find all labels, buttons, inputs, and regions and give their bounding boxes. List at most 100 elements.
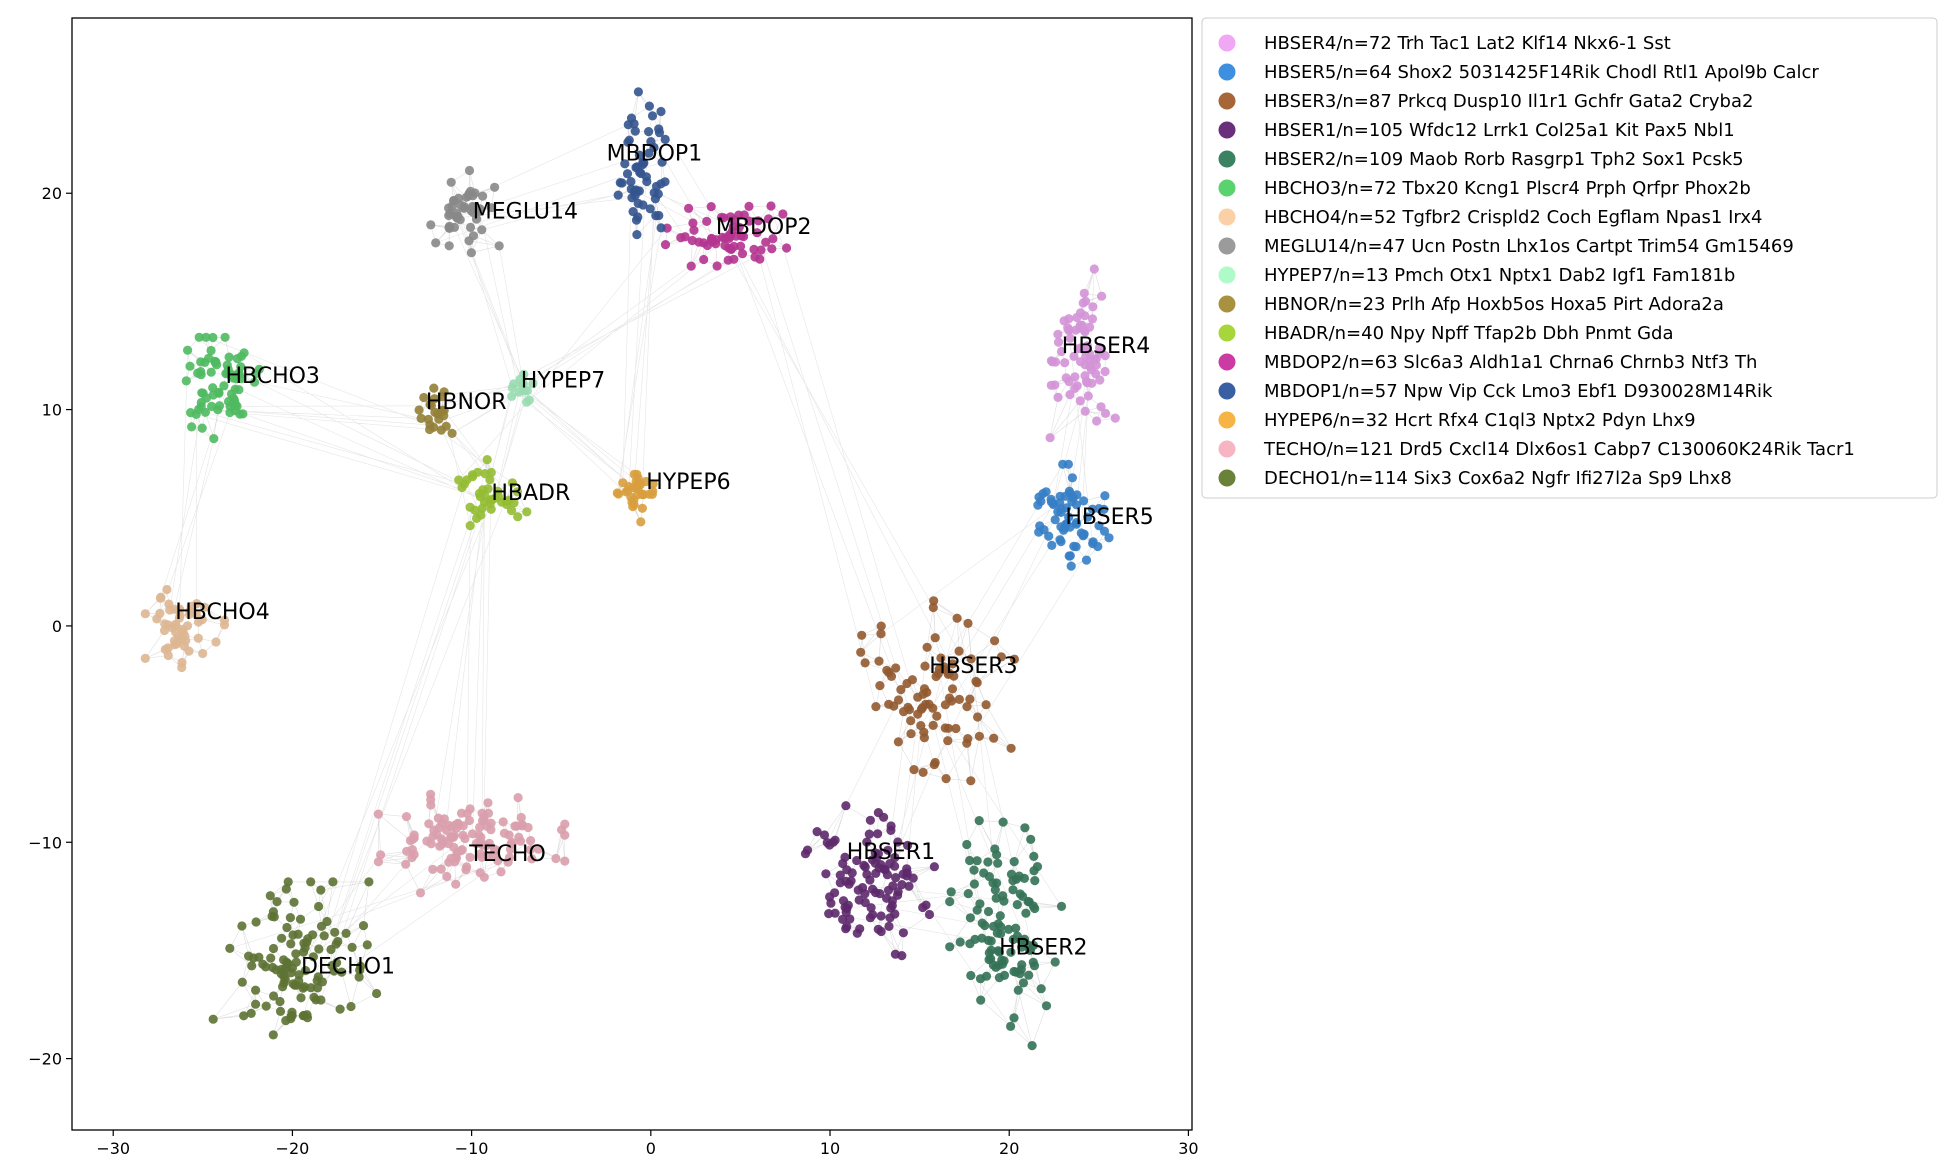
scatter-point	[1045, 433, 1055, 443]
legend-marker-mbdop1	[1218, 382, 1236, 400]
series-hbser3-points	[856, 596, 1020, 786]
scatter-point	[924, 909, 935, 920]
scatter-point	[1044, 531, 1054, 541]
scatter-point	[407, 845, 417, 855]
scatter-point	[316, 995, 326, 1005]
scatter-point	[876, 911, 886, 921]
scatter-point	[642, 176, 652, 187]
scatter-point	[1034, 492, 1044, 502]
scatter-point	[629, 469, 639, 479]
scatter-point	[649, 188, 659, 198]
scatter-point	[623, 485, 633, 496]
scatter-point	[1067, 497, 1077, 507]
scatter-point	[981, 971, 992, 981]
scatter-point	[1088, 302, 1098, 312]
scatter-point	[893, 737, 904, 747]
scatter-point	[372, 988, 382, 999]
scatter-point	[995, 911, 1005, 921]
scatter-point	[763, 214, 774, 224]
cluster-label-techo: TECHO	[468, 842, 546, 867]
scatter-point	[212, 360, 222, 370]
scatter-point	[994, 947, 1004, 957]
scatter-point	[1096, 402, 1106, 412]
scatter-point	[424, 819, 434, 829]
scatter-point	[1064, 512, 1074, 522]
scatter-point	[208, 332, 218, 343]
scatter-point	[277, 933, 287, 943]
scatter-point	[486, 467, 496, 478]
scatter-point	[952, 613, 962, 623]
scatter-point	[239, 1011, 249, 1021]
scatter-point	[875, 681, 885, 691]
scatter-point	[931, 671, 941, 682]
scatter-point	[309, 992, 319, 1003]
scatter-point	[314, 901, 324, 912]
scatter-point	[644, 101, 655, 111]
scatter-point	[249, 377, 260, 387]
series-techo-points	[373, 789, 570, 898]
scatter-point	[1081, 555, 1092, 565]
scatter-point	[920, 661, 930, 671]
scatter-points	[140, 87, 1120, 1051]
scatter-point	[876, 621, 886, 631]
scatter-point	[437, 839, 447, 849]
scatter-point	[963, 618, 973, 629]
scatter-point	[883, 885, 894, 895]
scatter-point	[1070, 372, 1080, 382]
scatter-point	[1029, 961, 1040, 971]
scatter-point	[657, 157, 667, 167]
scatter-point	[1080, 406, 1090, 416]
scatter-point	[1018, 978, 1029, 988]
scatter-point	[268, 962, 278, 973]
scatter-point	[456, 808, 467, 818]
scatter-point	[156, 592, 166, 602]
scatter-point	[516, 812, 526, 823]
scatter-point	[871, 702, 881, 712]
scatter-point	[874, 863, 884, 873]
scatter-point	[179, 641, 189, 651]
scatter-point	[977, 918, 987, 928]
scatter-point	[654, 128, 665, 138]
scatter-point	[963, 734, 973, 744]
scatter-point	[948, 659, 958, 669]
scatter-point	[268, 943, 279, 954]
x-tick-label: 20	[999, 1139, 1019, 1158]
scatter-point	[140, 653, 150, 664]
scatter-point	[648, 479, 658, 489]
scatter-point	[302, 937, 312, 948]
scatter-point	[1079, 529, 1089, 539]
scatter-point	[766, 201, 776, 211]
scatter-point	[1081, 376, 1092, 386]
scatter-point	[994, 973, 1005, 983]
scatter-point	[486, 203, 496, 213]
scatter-point	[1050, 957, 1060, 967]
scatter-point	[507, 391, 517, 401]
scatter-point	[631, 483, 642, 493]
scatter-point	[1009, 654, 1020, 664]
scatter-point	[155, 608, 165, 619]
scatter-point	[689, 225, 699, 235]
cluster-label-hbser2: HBSER2	[999, 935, 1087, 960]
scatter-point	[1011, 923, 1021, 933]
scatter-point	[358, 921, 369, 931]
scatter-point	[224, 352, 234, 362]
scatter-point	[419, 392, 429, 403]
cluster-label-meglu14: MEGLU14	[473, 200, 578, 225]
scatter-point	[802, 845, 813, 855]
scatter-point	[954, 694, 965, 705]
scatter-point	[752, 228, 762, 238]
scatter-point	[1056, 901, 1067, 912]
scatter-point	[723, 255, 733, 265]
scatter-point	[660, 134, 670, 144]
scatter-point	[724, 233, 734, 243]
scatter-point	[951, 723, 961, 734]
scatter-point	[1100, 366, 1110, 377]
scatter-point	[983, 906, 994, 917]
scatter-point	[761, 237, 771, 247]
scatter-point	[865, 815, 876, 825]
scatter-point	[1024, 970, 1034, 980]
scatter-point	[891, 873, 901, 883]
scatter-point	[506, 505, 517, 516]
scatter-point	[286, 939, 296, 949]
scatter-point	[826, 898, 836, 908]
